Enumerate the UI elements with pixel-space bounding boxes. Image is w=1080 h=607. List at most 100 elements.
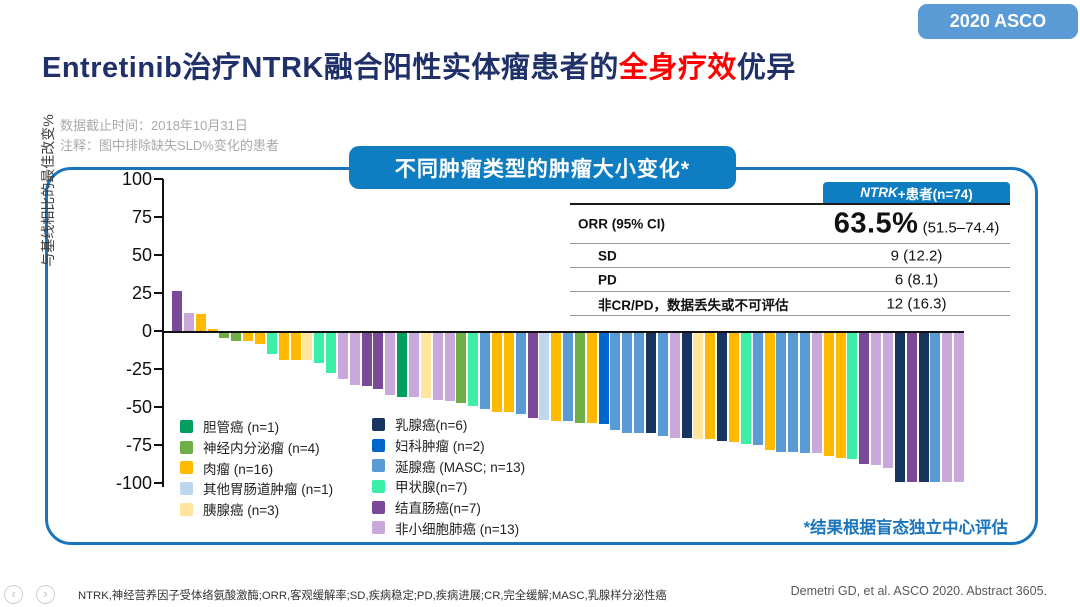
legend-swatch	[372, 500, 385, 514]
waterfall-bar	[480, 333, 491, 409]
waterfall-bar	[266, 333, 277, 355]
data-cutoff-notes: 数据截止时间：2018年10月31日 注释：图中排除缺失SLD%变化的患者	[60, 116, 279, 156]
waterfall-bar	[693, 333, 704, 440]
waterfall-bar	[254, 333, 265, 344]
y-tick-mark	[154, 368, 163, 370]
orr-label: ORR (95% CI)	[578, 216, 666, 232]
prev-slide-button[interactable]: ‹	[4, 585, 23, 604]
sd-value: 9 (12.2)	[890, 247, 943, 264]
waterfall-bar	[349, 333, 360, 385]
next-slide-button[interactable]: ›	[36, 585, 55, 604]
waterfall-bar	[409, 333, 419, 397]
note-line2: 注释：图中排除缺失SLD%变化的患者	[60, 138, 279, 153]
pd-label: PD	[598, 272, 617, 287]
waterfall-bar	[302, 333, 313, 361]
waterfall-bar	[231, 333, 242, 341]
y-tick-mark	[154, 216, 163, 218]
waterfall-bar	[894, 333, 905, 482]
y-tick-mark	[154, 254, 163, 256]
waterfall-bar	[847, 333, 858, 460]
legend-item: 其他胃肠道肿瘤 (n=1)	[180, 478, 333, 499]
abbreviations-footnote: NTRK,神经营养因子受体络氨酸激酶;ORR,客观缓解率;SD,疾病稳定;PD,…	[78, 590, 667, 602]
waterfall-bar	[622, 333, 633, 434]
legend-swatch	[180, 440, 193, 454]
waterfall-bar	[385, 333, 396, 396]
y-tick-label: 100	[121, 169, 152, 189]
waterfall-bar	[219, 333, 230, 338]
waterfall-bar	[610, 333, 621, 431]
y-tick-label: -50	[125, 397, 152, 417]
waterfall-bar	[954, 333, 965, 482]
table-row-nonevaluable: 非CR/PD，数据丢失或不可评估 12 (16.3)	[570, 292, 1010, 316]
orr-big-value: 63.5%	[833, 207, 919, 240]
waterfall-bar	[586, 333, 597, 423]
waterfall-bar	[752, 333, 763, 446]
legend-column-2: 乳腺癌(n=6) 妇科肿瘤 (n=2) 涎腺癌 (MASC; n=13) 甲状腺(n=…	[372, 414, 525, 538]
nonevaluable-value: 12 (16.3)	[886, 295, 947, 312]
waterfall-bar	[373, 333, 384, 390]
waterfall-bar	[468, 333, 479, 406]
waterfall-bar	[491, 333, 502, 413]
legend-label: 妇科肿瘤 (n=2)	[395, 439, 485, 455]
legend-label: 神经内分泌瘤 (n=4)	[203, 441, 320, 457]
legend-swatch	[180, 502, 193, 516]
legend-item: 涎腺癌 (MASC; n=13)	[372, 455, 525, 476]
legend-item: 肉瘤 (n=16)	[180, 457, 333, 478]
title-highlight: 全身疗效	[618, 52, 737, 84]
legend-label: 非小细胞肺癌 (n=13)	[395, 521, 520, 537]
legend-label: 涎腺癌 (MASC; n=13)	[395, 459, 526, 475]
legend-item: 妇科肿瘤 (n=2)	[372, 435, 525, 456]
table-header: NTRK +患者(n=74)	[823, 182, 1010, 203]
waterfall-bar	[290, 333, 301, 361]
table-row-sd: SD 9 (12.2)	[570, 244, 1010, 268]
waterfall-bar	[788, 333, 799, 452]
table-header-rest: +患者(n=74)	[897, 186, 973, 202]
waterfall-bar	[456, 333, 467, 403]
y-tick-label: 50	[131, 245, 152, 265]
table-divider	[570, 203, 1010, 205]
waterfall-bar	[195, 314, 206, 331]
y-tick-label: 0	[141, 321, 152, 341]
legend-label: 乳腺癌(n=6)	[395, 418, 468, 434]
page-title: Entretinib治疗NTRK融合阳性实体瘤患者的全身疗效优异	[42, 44, 796, 86]
waterfall-bar	[515, 333, 526, 414]
waterfall-bar	[432, 333, 443, 400]
waterfall-bar	[657, 333, 668, 437]
waterfall-bar	[835, 333, 846, 458]
waterfall-bar	[172, 291, 182, 331]
waterfall-bar	[563, 333, 574, 422]
waterfall-bar	[278, 333, 289, 361]
asco-2020-badge: 2020 ASCO	[918, 4, 1078, 39]
waterfall-bar	[776, 333, 787, 452]
y-tick-label: 25	[131, 283, 152, 303]
legend-swatch	[372, 417, 385, 431]
note-line1: 数据截止时间：2018年10月31日	[60, 118, 248, 133]
y-tick-mark	[154, 330, 163, 332]
legend-item: 神经内分泌瘤 (n=4)	[180, 437, 333, 458]
waterfall-bar	[326, 333, 337, 373]
waterfall-bar	[337, 333, 348, 379]
waterfall-bar	[574, 333, 585, 423]
legend-label: 肉瘤 (n=16)	[203, 461, 274, 477]
legend-item: 结直肠癌(n=7)	[372, 497, 525, 518]
y-tick-mark	[154, 292, 163, 294]
waterfall-bar	[717, 333, 728, 441]
title-part1: Entretinib治疗NTRK融合阳性实体瘤患者的	[42, 52, 619, 84]
legend-item: 乳腺癌(n=6)	[372, 414, 525, 435]
legend-swatch	[372, 521, 385, 535]
legend-swatch	[180, 419, 193, 433]
y-tick-label: -25	[125, 359, 152, 379]
legend-swatch	[372, 479, 385, 493]
y-tick-mark	[154, 178, 163, 180]
y-tick-label: 75	[131, 207, 152, 227]
waterfall-bar	[183, 312, 194, 331]
citation: Demetri GD, et al. ASCO 2020. Abstract 3…	[790, 584, 1047, 598]
waterfall-bar	[930, 333, 941, 482]
waterfall-bar	[598, 333, 609, 425]
waterfall-bar	[527, 333, 538, 419]
y-axis-label: 与基线相比的最佳改变%	[40, 114, 56, 267]
legend-item: 胆管癌 (n=1)	[180, 416, 333, 437]
y-tick-mark	[154, 444, 163, 446]
chart-title: 不同肿瘤类型的肿瘤大小变化*	[349, 146, 736, 189]
waterfall-bar	[420, 333, 431, 399]
